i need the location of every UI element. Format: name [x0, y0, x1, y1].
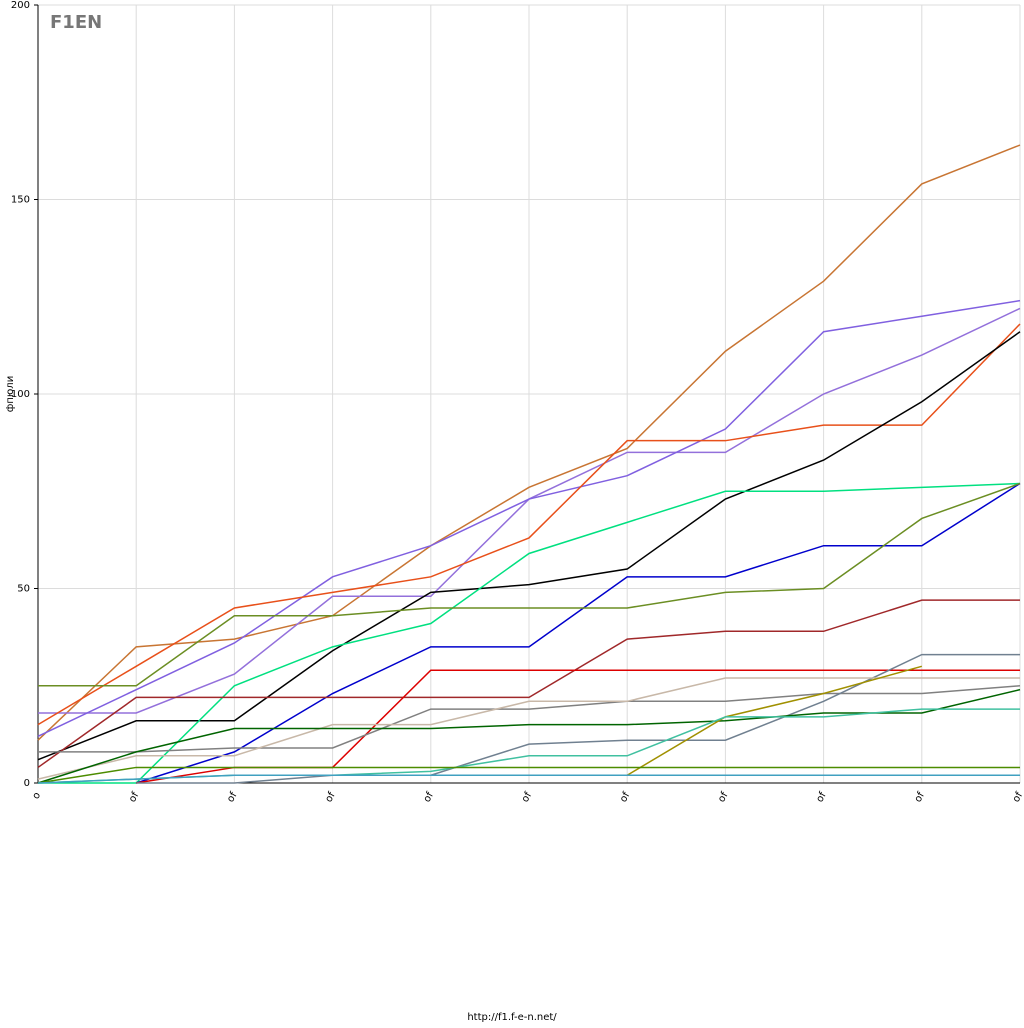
series-line — [136, 669, 1020, 784]
series-line — [37, 774, 1020, 784]
x-tick-label: of — [127, 790, 142, 804]
y-tick-label: 100 — [11, 389, 30, 400]
x-tick-label: of — [323, 790, 338, 804]
series-line — [37, 688, 1021, 784]
y-tick-label: 50 — [17, 584, 30, 595]
series-line — [37, 144, 1021, 741]
series-line — [38, 482, 1021, 784]
series-line — [626, 665, 923, 776]
series-line — [37, 766, 1020, 784]
x-tick-label: of — [1011, 790, 1024, 804]
series-line — [38, 685, 1021, 753]
series-line — [37, 331, 1021, 761]
logo-box — [48, 12, 98, 34]
series-line — [38, 482, 1021, 687]
x-tick-label: of — [716, 790, 731, 804]
series-line — [37, 323, 1021, 726]
x-tick-label: of — [520, 790, 535, 804]
series-line — [135, 482, 1021, 784]
x-tick-label: of — [225, 790, 240, 804]
y-axis-label: фпюли — [5, 376, 16, 412]
x-tick-label: of — [913, 790, 928, 804]
y-tick-label: 150 — [11, 195, 30, 206]
x-tick-label: o — [31, 791, 44, 802]
logo-text: F1EN — [50, 12, 102, 33]
logo: F1EN — [48, 12, 102, 34]
series-line — [37, 599, 1020, 769]
y-tick-label: 0 — [24, 778, 30, 789]
series-line — [37, 677, 1020, 780]
x-tick-label: of — [618, 790, 633, 804]
x-tick-label: of — [814, 790, 829, 804]
x-tick-label: of — [422, 790, 437, 804]
series-line — [37, 299, 1021, 737]
series-line — [136, 653, 1020, 784]
footer: http://f1.f-e-n.net/ — [467, 1012, 557, 1023]
y-tick-label: 200 — [11, 0, 30, 11]
